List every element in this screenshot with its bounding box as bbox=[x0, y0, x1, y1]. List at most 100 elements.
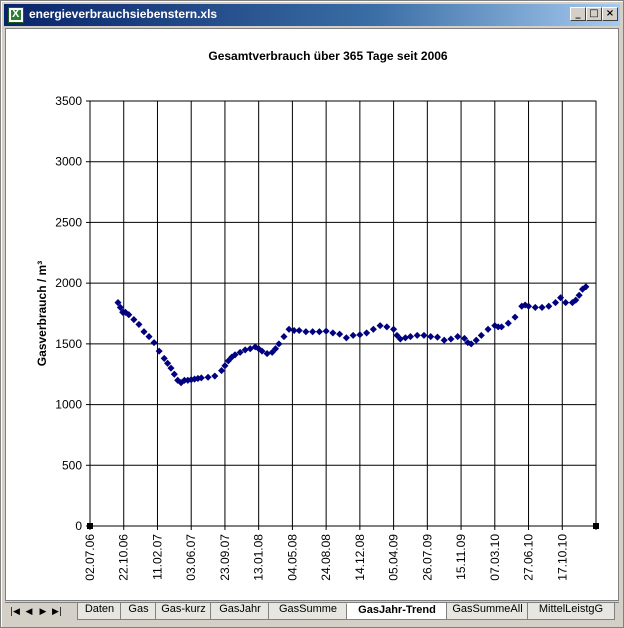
y-axis-label: Gasverbrauch / m³ bbox=[35, 261, 49, 366]
sheet-tab-gas[interactable]: Gas bbox=[120, 603, 157, 620]
sheet-tab-daten[interactable]: Daten bbox=[77, 603, 122, 620]
next-sheet-button[interactable]: ▶ bbox=[39, 607, 47, 617]
data-point[interactable] bbox=[140, 328, 148, 336]
title-bar[interactable]: energieverbrauchsiebenstern.xls _ □ × bbox=[4, 4, 620, 26]
data-point[interactable] bbox=[309, 328, 317, 336]
data-point[interactable] bbox=[477, 331, 485, 339]
data-point[interactable] bbox=[454, 333, 462, 341]
data-point[interactable] bbox=[322, 327, 330, 335]
x-tick-label: 14.12.08 bbox=[353, 534, 367, 581]
data-point[interactable] bbox=[263, 350, 271, 358]
data-point[interactable] bbox=[211, 372, 219, 380]
data-point[interactable] bbox=[145, 333, 153, 341]
data-point[interactable] bbox=[433, 333, 441, 341]
data-point[interactable] bbox=[150, 339, 158, 347]
sheet-tab-gassumme[interactable]: GasSumme bbox=[268, 603, 348, 620]
close-button[interactable]: × bbox=[602, 7, 618, 21]
data-point[interactable] bbox=[116, 303, 124, 311]
data-point[interactable] bbox=[447, 335, 455, 343]
data-point[interactable] bbox=[356, 331, 364, 339]
data-point[interactable] bbox=[155, 347, 163, 355]
data-point[interactable] bbox=[440, 336, 448, 344]
data-point[interactable] bbox=[197, 374, 205, 382]
data-point[interactable] bbox=[545, 302, 553, 310]
data-point[interactable] bbox=[170, 370, 178, 378]
data-point[interactable] bbox=[125, 311, 133, 319]
data-point[interactable] bbox=[406, 333, 415, 341]
data-point[interactable] bbox=[167, 364, 175, 372]
data-point[interactable] bbox=[376, 322, 384, 330]
first-sheet-button[interactable]: |◀ bbox=[10, 607, 20, 617]
x-tick-label: 05.04.09 bbox=[387, 534, 401, 581]
data-point[interactable] bbox=[575, 291, 583, 299]
data-point[interactable] bbox=[504, 319, 512, 327]
data-point[interactable] bbox=[135, 320, 143, 328]
minimize-button[interactable]: _ bbox=[570, 7, 586, 21]
data-point[interactable] bbox=[342, 334, 350, 342]
data-point[interactable] bbox=[241, 346, 249, 354]
plot-area bbox=[89, 100, 597, 527]
y-tick-label: 2500 bbox=[55, 215, 82, 229]
data-point[interactable] bbox=[349, 331, 357, 339]
data-point[interactable] bbox=[401, 334, 409, 342]
chart-sheet[interactable]: Gesamtverbrauch über 365 Tage seit 2006 0… bbox=[5, 28, 619, 601]
sheet-tab-mittelleistgg[interactable]: MittelLeistgG bbox=[527, 603, 615, 620]
data-point[interactable] bbox=[221, 362, 229, 370]
axis-origin-marker bbox=[87, 523, 93, 529]
data-point[interactable] bbox=[336, 330, 344, 338]
data-point[interactable] bbox=[204, 373, 212, 381]
data-point[interactable] bbox=[562, 299, 570, 307]
data-point[interactable] bbox=[231, 351, 239, 359]
data-point[interactable] bbox=[369, 325, 377, 333]
data-point[interactable] bbox=[557, 294, 565, 302]
data-point[interactable] bbox=[511, 313, 519, 321]
data-point[interactable] bbox=[160, 354, 168, 362]
data-point[interactable] bbox=[472, 336, 480, 344]
data-point[interactable] bbox=[531, 303, 539, 311]
data-point[interactable] bbox=[363, 329, 371, 337]
restore-button[interactable]: □ bbox=[586, 7, 602, 21]
data-point[interactable] bbox=[285, 325, 293, 333]
chart-area[interactable]: Gesamtverbrauch über 365 Tage seit 2006 0… bbox=[6, 29, 618, 600]
data-point[interactable] bbox=[413, 331, 421, 339]
data-point[interactable] bbox=[164, 359, 172, 367]
data-point[interactable] bbox=[498, 323, 506, 331]
data-point[interactable] bbox=[460, 334, 468, 342]
data-point[interactable] bbox=[130, 316, 138, 324]
data-point[interactable] bbox=[290, 326, 298, 335]
prev-sheet-button[interactable]: ◀ bbox=[25, 607, 33, 617]
data-point[interactable] bbox=[329, 329, 337, 337]
data-point[interactable] bbox=[572, 296, 580, 304]
sheet-tab-gasjahr[interactable]: GasJahr bbox=[210, 603, 270, 620]
data-point[interactable] bbox=[315, 328, 323, 336]
data-point[interactable] bbox=[524, 302, 533, 310]
data-point[interactable] bbox=[427, 333, 435, 341]
data-point[interactable] bbox=[275, 340, 283, 348]
y-tick-label: 3000 bbox=[55, 155, 82, 169]
data-point[interactable] bbox=[236, 348, 244, 356]
data-point[interactable] bbox=[280, 333, 288, 341]
data-point[interactable] bbox=[484, 325, 492, 333]
data-point[interactable] bbox=[538, 303, 546, 311]
sheet-tab-gassummeall[interactable]: GasSummeAll bbox=[446, 603, 529, 620]
data-point[interactable] bbox=[271, 345, 280, 353]
data-point[interactable] bbox=[302, 328, 310, 336]
data-point[interactable] bbox=[383, 323, 391, 331]
data-point[interactable] bbox=[467, 340, 475, 348]
data-point[interactable] bbox=[390, 325, 398, 333]
data-point[interactable] bbox=[218, 367, 226, 375]
data-point[interactable] bbox=[396, 335, 404, 343]
data-point[interactable] bbox=[420, 331, 428, 339]
window-title: energieverbrauchsiebenstern.xls bbox=[29, 7, 218, 21]
x-tick-label: 02.07.06 bbox=[83, 534, 97, 581]
data-point[interactable] bbox=[295, 326, 303, 335]
sheet-tab-gas-kurz[interactable]: Gas-kurz bbox=[155, 603, 212, 620]
last-sheet-button[interactable]: ▶| bbox=[52, 607, 62, 617]
sheet-tab-gasjahr-trend[interactable]: GasJahr-Trend bbox=[346, 603, 448, 620]
data-point[interactable] bbox=[114, 299, 122, 307]
x-tick-label: 23.09.07 bbox=[218, 534, 232, 581]
excel-icon[interactable] bbox=[8, 7, 24, 23]
data-point[interactable] bbox=[582, 283, 590, 291]
x-tick-label: 17.10.10 bbox=[555, 534, 569, 581]
data-point[interactable] bbox=[551, 299, 560, 307]
